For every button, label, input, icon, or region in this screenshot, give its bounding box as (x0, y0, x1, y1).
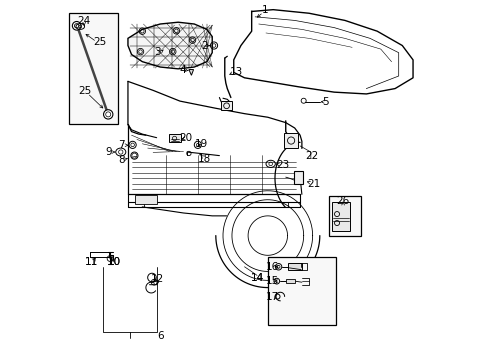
Text: 4: 4 (179, 65, 186, 75)
Bar (221, 101, 231, 110)
Text: 22: 22 (305, 150, 318, 161)
Text: 23: 23 (276, 159, 289, 170)
Text: 25: 25 (78, 86, 91, 96)
Text: 17: 17 (265, 292, 279, 302)
Text: 26: 26 (336, 196, 349, 206)
Text: 6: 6 (157, 331, 163, 341)
Bar (287, 263, 301, 270)
Text: 10: 10 (108, 257, 121, 267)
Text: 3: 3 (154, 47, 161, 57)
Text: 16: 16 (265, 262, 279, 272)
Bar (169, 134, 180, 142)
Text: 11: 11 (84, 257, 98, 267)
Text: 8: 8 (118, 155, 125, 165)
Text: 15: 15 (265, 276, 279, 286)
Text: 12: 12 (151, 274, 164, 284)
Text: 5: 5 (322, 97, 328, 107)
Circle shape (103, 110, 113, 119)
Bar (332, 202, 349, 231)
Bar (69, 13, 118, 125)
Text: 19: 19 (194, 139, 208, 149)
Polygon shape (285, 279, 294, 283)
Bar (293, 171, 303, 184)
Text: 9: 9 (105, 147, 112, 157)
Polygon shape (128, 22, 212, 69)
Bar (267, 257, 335, 325)
Text: 10: 10 (108, 257, 121, 267)
Text: 1: 1 (262, 5, 268, 15)
Text: 2: 2 (201, 41, 207, 50)
Circle shape (72, 22, 81, 30)
Text: 11: 11 (84, 257, 98, 267)
Bar (328, 196, 360, 235)
Text: 25: 25 (94, 37, 107, 47)
Bar (284, 134, 298, 148)
Text: 20: 20 (179, 133, 192, 143)
Text: 14: 14 (250, 273, 263, 283)
Text: 18: 18 (197, 154, 210, 164)
Bar (135, 195, 156, 204)
Polygon shape (188, 69, 193, 75)
Text: 13: 13 (229, 67, 243, 77)
Text: 7: 7 (118, 140, 125, 150)
Text: 21: 21 (306, 179, 320, 189)
Text: 24: 24 (78, 17, 91, 27)
Text: 14: 14 (250, 273, 263, 283)
